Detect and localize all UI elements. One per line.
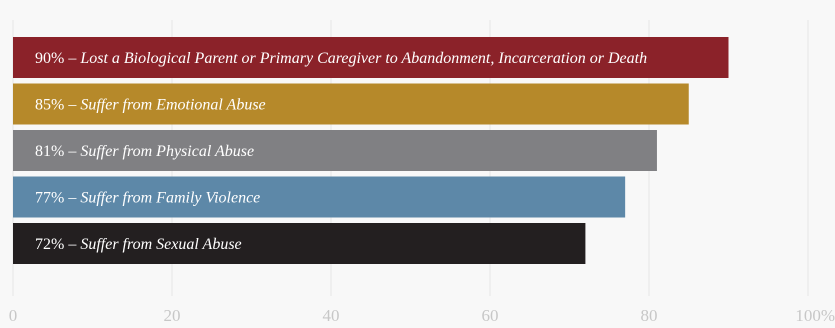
bar-label: 81% – Suffer from Physical Abuse [35, 143, 254, 160]
bar-label: 85% – Suffer from Emotional Abuse [35, 97, 266, 114]
bar-value-label: 77% [35, 190, 64, 207]
x-axis-tick-labels: 0 20 40 60 80 100% [9, 306, 835, 325]
bar-label: 72% – Suffer from Sexual Abuse [35, 236, 242, 253]
x-tick-label: 0 [9, 306, 18, 325]
bars [13, 37, 729, 264]
x-tick-label: 100% [795, 306, 835, 325]
bar-label: 90% – Lost a Biological Parent or Primar… [35, 50, 647, 67]
bar-category-label: – Lost a Biological Parent or Primary Ca… [64, 50, 647, 67]
x-tick-label: 20 [164, 306, 181, 325]
bar [13, 37, 729, 78]
x-tick-label: 80 [641, 306, 658, 325]
x-tick-label: 40 [323, 306, 340, 325]
bar-category-label: – Suffer from Physical Abuse [64, 143, 254, 160]
bar [13, 223, 586, 264]
bar-value-label: 72% [35, 236, 64, 253]
bar-category-label: – Suffer from Family Violence [64, 190, 260, 207]
bar [13, 130, 657, 171]
bar-value-label: 85% [35, 97, 64, 114]
bar-value-label: 81% [35, 143, 64, 160]
bar-category-label: – Suffer from Sexual Abuse [64, 236, 241, 253]
bar-label: 77% – Suffer from Family Violence [35, 190, 260, 207]
bar [13, 176, 626, 218]
bar [13, 83, 689, 125]
bar-category-label: – Suffer from Emotional Abuse [64, 97, 265, 114]
bar-value-label: 90% [35, 50, 64, 67]
bar-labels: 90% – Lost a Biological Parent or Primar… [35, 50, 647, 253]
x-tick-label: 60 [482, 306, 499, 325]
